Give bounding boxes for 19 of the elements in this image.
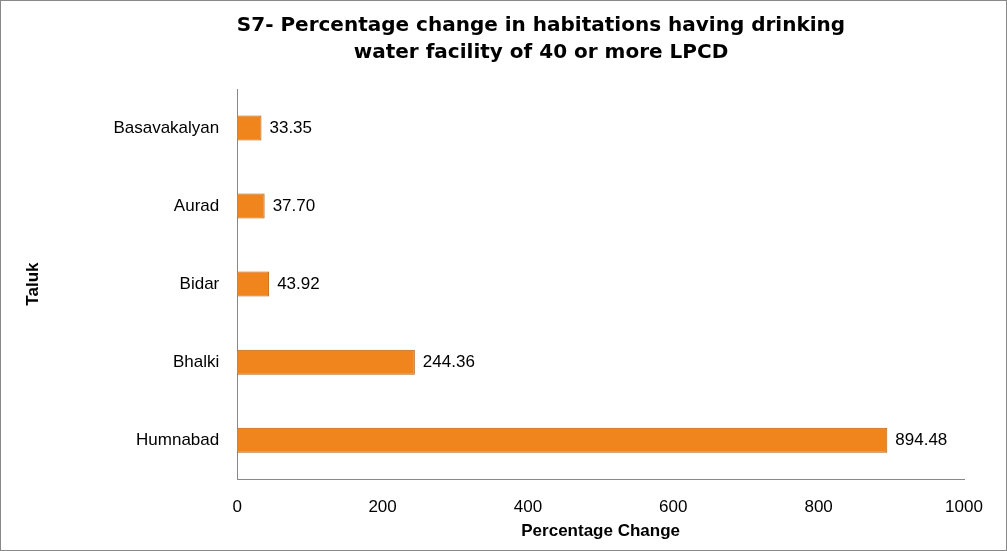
data-label: 244.36	[422, 351, 475, 371]
chart-title: S7- Percentage change in habitations having drinking water facility of 40 or more LPCD	[235, 11, 847, 65]
data-label: 894.48	[895, 429, 948, 449]
y-tick-label: Basavakalyan	[113, 117, 220, 137]
x-tick-label: 600	[659, 497, 688, 517]
data-label: 37.70	[272, 195, 316, 215]
x-tick-label: 800	[804, 497, 833, 517]
y-tick-label: Bhalki	[172, 351, 220, 371]
y-tick-label: Bidar	[179, 273, 220, 293]
x-tick-label: 200	[368, 497, 397, 517]
x-axis-title: Percentage Change	[521, 521, 680, 541]
data-label: 43.92	[277, 273, 320, 293]
y-axis-title: Taluk	[22, 261, 42, 306]
data-label: 33.35	[269, 117, 313, 137]
y-tick-label: Aurad	[173, 195, 220, 215]
x-tick-label: 400	[513, 497, 543, 517]
x-tick-label: 1000	[945, 497, 983, 517]
x-tick-label: 0	[232, 497, 242, 517]
y-tick-label: Humnabad	[136, 429, 220, 449]
